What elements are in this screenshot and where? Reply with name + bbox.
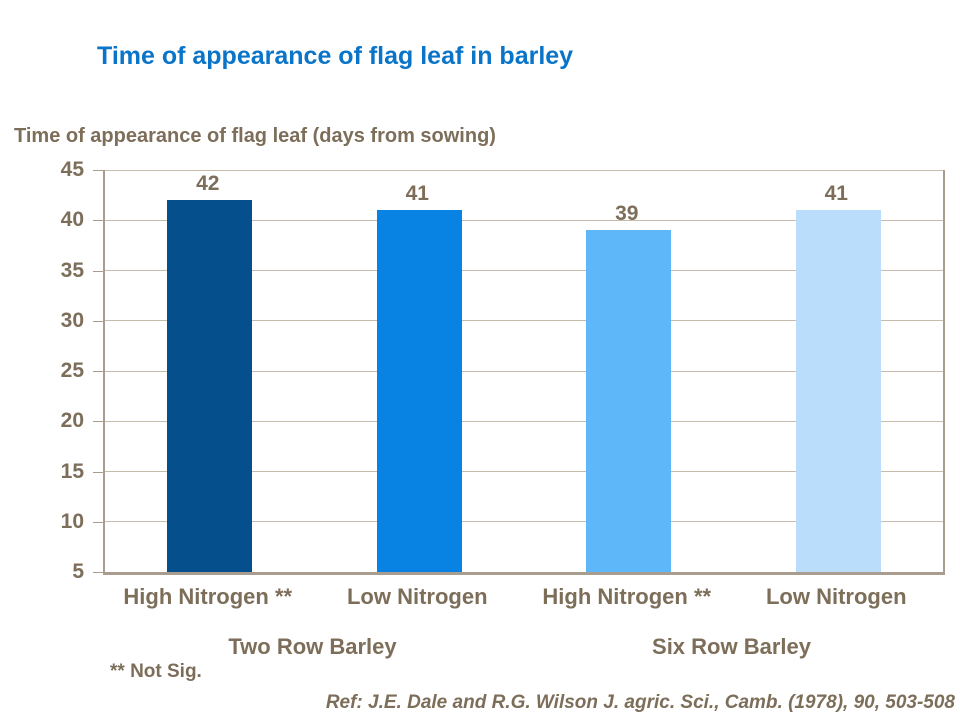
y-tick-label: 20 <box>60 409 84 433</box>
y-tick-label: 10 <box>60 509 84 533</box>
y-axis-tick <box>93 521 103 523</box>
y-axis-tick <box>93 270 103 272</box>
y-axis-title: Time of appearance of flag leaf (days fr… <box>14 125 496 147</box>
gridline <box>105 420 943 422</box>
bar-value-label: 39 <box>615 202 639 226</box>
gridline <box>105 370 943 372</box>
gridline <box>105 170 943 171</box>
gridline <box>105 521 943 523</box>
significance-footnote: ** Not Sig. <box>110 661 202 682</box>
bar-value-label: 41 <box>824 182 848 206</box>
y-tick-label: 45 <box>60 158 84 181</box>
y-tick-label: 15 <box>60 459 84 483</box>
category-label: High Nitrogen ** <box>542 584 712 609</box>
category-label: Low Nitrogen <box>346 584 488 609</box>
y-tick-label: 25 <box>60 359 84 382</box>
gridline <box>105 219 943 221</box>
y-tick-label: 35 <box>60 258 84 282</box>
y-axis-tick <box>93 170 103 171</box>
y-tick-label: 30 <box>60 308 84 332</box>
group-label: Two Row Barley <box>228 634 397 659</box>
bar <box>167 200 253 572</box>
citation-reference: Ref: J.E. Dale and R.G. Wilson J. agric.… <box>325 692 955 713</box>
bar <box>586 230 672 572</box>
plot-area <box>103 170 945 575</box>
y-tick-label: 5 <box>72 560 84 583</box>
group-label: Six Row Barley <box>652 634 811 659</box>
gridline <box>105 320 943 322</box>
category-label: Low Nitrogen <box>765 584 907 609</box>
gridline <box>105 471 943 472</box>
y-axis-tick <box>93 572 103 573</box>
y-axis-tick <box>93 220 103 222</box>
y-tick-label: 40 <box>60 208 84 232</box>
bar <box>795 210 881 572</box>
gridline <box>105 270 943 271</box>
y-axis-tick <box>93 421 103 423</box>
y-axis-tick <box>93 471 103 473</box>
page-title: Time of appearance of flag leaf in barle… <box>97 42 574 70</box>
bar-value-label: 41 <box>405 182 429 206</box>
bar-value-label: 42 <box>196 172 220 196</box>
y-axis-tick <box>93 320 103 322</box>
y-axis-tick <box>93 371 103 372</box>
category-label: High Nitrogen ** <box>123 584 293 609</box>
bar <box>376 210 462 572</box>
